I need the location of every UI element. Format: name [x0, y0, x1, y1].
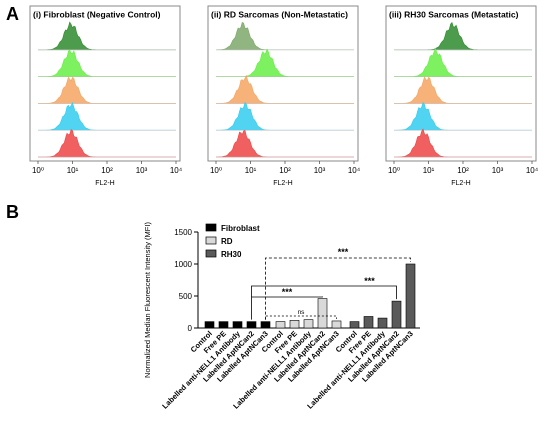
bracket-sig-dashed: [265, 257, 411, 320]
histogram-panel: (i) Fibroblast (Negative Control) 10⁰ 10¹ 1…: [29, 5, 183, 187]
histogram-x-tick-label: 10⁰: [32, 166, 44, 175]
histogram-x-tick-label: 10⁴: [526, 166, 539, 175]
mfi-bar-chart: 0 500 1000 1500 Normalized Median Fluorescen…: [143, 222, 420, 411]
panel-b-letter: B: [6, 202, 19, 222]
histogram-frame: [385, 5, 537, 162]
bar: [349, 321, 360, 329]
histogram-x-label: FL2-H: [273, 180, 292, 187]
bar: [317, 298, 328, 329]
histogram-panel: (ii) RD Sarcomas (Non-Metastatic) 10⁰ 10¹ 1…: [207, 5, 361, 187]
legend-label: RH30: [221, 250, 242, 259]
bar: [232, 321, 243, 329]
bar: [275, 321, 286, 329]
histogram-x-tick-label: 10³: [314, 166, 326, 175]
bar: [363, 316, 374, 329]
bar: [289, 320, 300, 329]
histogram-x-tick-label: 10⁰: [210, 166, 222, 175]
bar: [260, 321, 271, 329]
histogram-x-tick-label: 10²: [279, 166, 291, 175]
bracket-sig: [251, 285, 397, 300]
histogram-x-tick-label: 10⁰: [388, 166, 400, 175]
histogram-title-band: [31, 7, 179, 21]
histogram-x-tick-label: 10¹: [423, 166, 435, 175]
y-tick-label: 1500: [174, 228, 192, 237]
bar: [405, 263, 416, 329]
legend-swatch: [205, 249, 217, 258]
legend-label: Fibroblast: [221, 224, 260, 233]
bar: [204, 321, 215, 329]
legend-label: RD: [221, 237, 233, 246]
bar: [246, 321, 257, 329]
histogram-x-tick-label: 10³: [492, 166, 504, 175]
legend-swatch: [205, 223, 217, 232]
flow-histograms: (i) Fibroblast (Negative Control) 10⁰ 10¹ 1…: [29, 5, 539, 187]
y-tick-label: 500: [179, 292, 193, 301]
histogram-x-tick-label: 10⁴: [170, 166, 183, 175]
histogram-x-tick-label: 10⁴: [348, 166, 361, 175]
histogram-frame: [207, 5, 359, 162]
bar: [303, 319, 314, 329]
histogram-title-band: [209, 7, 357, 21]
y-axis-label: Normalized Median Fluorescent Intensity …: [143, 222, 152, 378]
y-tick-label: 0: [188, 324, 193, 333]
histogram-x-tick-label: 10¹: [67, 166, 79, 175]
bar: [377, 317, 388, 329]
histogram-panel: (iii) RH30 Sarcomas (Metastatic) 10⁰ 10¹ 10…: [385, 5, 539, 187]
legend-swatch: [205, 236, 217, 245]
histogram-x-label: FL2-H: [451, 180, 470, 187]
histogram-title-band: [387, 7, 535, 21]
histogram-frame: [29, 5, 181, 162]
significance-label: ***: [282, 287, 293, 297]
histogram-x-tick-label: 10¹: [245, 166, 257, 175]
histogram-x-tick-label: 10³: [136, 166, 148, 175]
bracket-sig: [251, 296, 323, 320]
histogram-title: (i) Fibroblast (Negative Control): [33, 10, 161, 20]
y-tick-label: 1000: [174, 260, 192, 269]
histogram-title: (iii) RH30 Sarcomas (Metastatic): [389, 10, 519, 20]
panel-a-letter: A: [6, 4, 19, 24]
bar: [391, 300, 402, 329]
bar: [218, 321, 229, 329]
significance-label: ***: [338, 247, 349, 257]
histogram-x-tick-label: 10²: [101, 166, 113, 175]
histogram-x-tick-label: 10²: [457, 166, 469, 175]
bar: [331, 320, 342, 329]
histogram-title: (ii) RD Sarcomas (Non-Metastatic): [211, 10, 348, 20]
significance-label: ***: [364, 276, 375, 286]
significance-label: ns: [298, 309, 306, 316]
histogram-x-label: FL2-H: [95, 180, 114, 187]
